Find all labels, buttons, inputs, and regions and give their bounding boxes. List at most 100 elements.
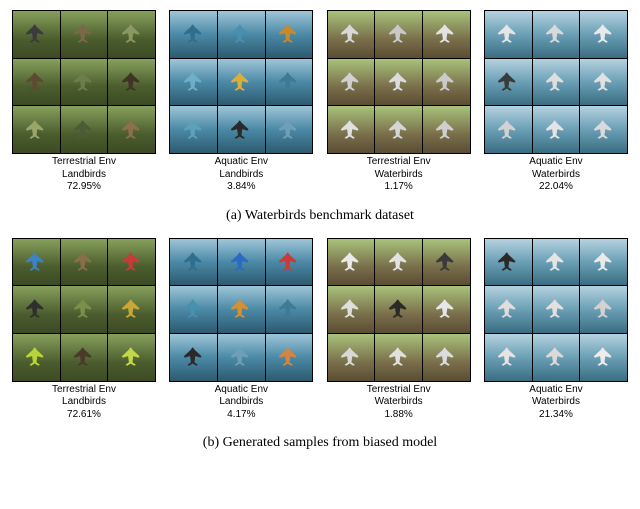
bird-icon	[337, 343, 365, 371]
thumbnail	[580, 286, 627, 333]
thumbnail	[170, 11, 217, 58]
thumbnail	[580, 239, 627, 286]
group: Terrestrial EnvLandbirds72.95%	[12, 10, 156, 194]
bird-icon	[542, 295, 570, 323]
bird-icon	[494, 343, 522, 371]
thumbnail	[170, 59, 217, 106]
bird-icon	[275, 248, 303, 276]
env-label: Aquatic Env	[215, 156, 268, 169]
bird-icon	[385, 343, 413, 371]
bird-icon	[275, 20, 303, 48]
thumbnail	[423, 106, 470, 153]
bird-icon	[118, 248, 146, 276]
thumbnail	[108, 11, 155, 58]
thumbnail	[423, 239, 470, 286]
thumbnail-grid	[484, 238, 628, 382]
thumbnail	[533, 286, 580, 333]
species-label: Waterbirds	[367, 396, 431, 409]
bird-icon	[494, 248, 522, 276]
thumbnail	[328, 11, 375, 58]
percent-label: 1.88%	[367, 409, 431, 422]
thumbnail	[61, 286, 108, 333]
bird-icon	[227, 116, 255, 144]
bird-icon	[542, 68, 570, 96]
thumbnail	[485, 106, 532, 153]
percent-label: 3.84%	[215, 181, 268, 194]
bird-icon	[590, 116, 618, 144]
bird-icon	[432, 295, 460, 323]
thumbnail	[170, 286, 217, 333]
bird-icon	[227, 248, 255, 276]
bird-icon	[542, 343, 570, 371]
bird-icon	[22, 68, 50, 96]
thumbnail-grid	[484, 10, 628, 154]
group: Aquatic EnvLandbirds4.17%	[169, 238, 313, 422]
thumbnail	[423, 59, 470, 106]
thumbnail	[533, 59, 580, 106]
thumbnail	[375, 334, 422, 381]
thumbnail	[485, 334, 532, 381]
env-label: Aquatic Env	[215, 384, 268, 397]
env-label: Terrestrial Env	[52, 384, 116, 397]
group-caption: Aquatic EnvLandbirds3.84%	[215, 156, 268, 194]
groups-row: Terrestrial EnvLandbirds72.61% Aquatic En…	[12, 238, 628, 422]
group: Aquatic EnvWaterbirds21.34%	[484, 238, 628, 422]
bird-icon	[22, 20, 50, 48]
thumbnail	[108, 239, 155, 286]
env-label: Aquatic Env	[529, 156, 582, 169]
thumbnail	[108, 106, 155, 153]
thumbnail	[485, 11, 532, 58]
panel-caption: (a) Waterbirds benchmark dataset	[12, 200, 628, 238]
bird-icon	[180, 295, 208, 323]
thumbnail	[108, 286, 155, 333]
bird-icon	[275, 343, 303, 371]
bird-icon	[542, 116, 570, 144]
bird-icon	[337, 20, 365, 48]
species-label: Waterbirds	[529, 169, 582, 182]
percent-label: 21.34%	[529, 409, 582, 422]
bird-icon	[180, 116, 208, 144]
thumbnail	[13, 106, 60, 153]
bird-icon	[180, 20, 208, 48]
thumbnail	[218, 59, 265, 106]
bird-icon	[590, 68, 618, 96]
bird-icon	[590, 248, 618, 276]
thumbnail	[328, 59, 375, 106]
bird-icon	[337, 295, 365, 323]
thumbnail	[61, 239, 108, 286]
env-label: Terrestrial Env	[367, 156, 431, 169]
group-caption: Aquatic EnvWaterbirds21.34%	[529, 384, 582, 422]
thumbnail	[170, 334, 217, 381]
groups-row: Terrestrial EnvLandbirds72.95% Aquatic En…	[12, 10, 628, 194]
env-label: Terrestrial Env	[367, 384, 431, 397]
thumbnail	[533, 239, 580, 286]
thumbnail	[218, 239, 265, 286]
bird-icon	[590, 343, 618, 371]
group-caption: Terrestrial EnvLandbirds72.61%	[52, 384, 116, 422]
thumbnail	[375, 106, 422, 153]
group-caption: Aquatic EnvLandbirds4.17%	[215, 384, 268, 422]
species-label: Landbirds	[52, 396, 116, 409]
bird-icon	[432, 116, 460, 144]
group-caption: Terrestrial EnvWaterbirds1.17%	[367, 156, 431, 194]
env-label: Aquatic Env	[529, 384, 582, 397]
thumbnail	[375, 59, 422, 106]
thumbnail	[580, 106, 627, 153]
group-caption: Terrestrial EnvWaterbirds1.88%	[367, 384, 431, 422]
thumbnail	[580, 11, 627, 58]
thumbnail	[375, 11, 422, 58]
thumbnail	[266, 11, 313, 58]
thumbnail	[61, 11, 108, 58]
bird-icon	[118, 68, 146, 96]
bird-icon	[337, 116, 365, 144]
thumbnail	[266, 106, 313, 153]
bird-icon	[180, 68, 208, 96]
bird-icon	[180, 343, 208, 371]
bird-icon	[385, 248, 413, 276]
panel-caption: (b) Generated samples from biased model	[12, 427, 628, 465]
species-label: Landbirds	[215, 169, 268, 182]
bird-icon	[22, 116, 50, 144]
thumbnail-grid	[169, 10, 313, 154]
group: Aquatic EnvLandbirds3.84%	[169, 10, 313, 194]
thumbnail	[423, 286, 470, 333]
